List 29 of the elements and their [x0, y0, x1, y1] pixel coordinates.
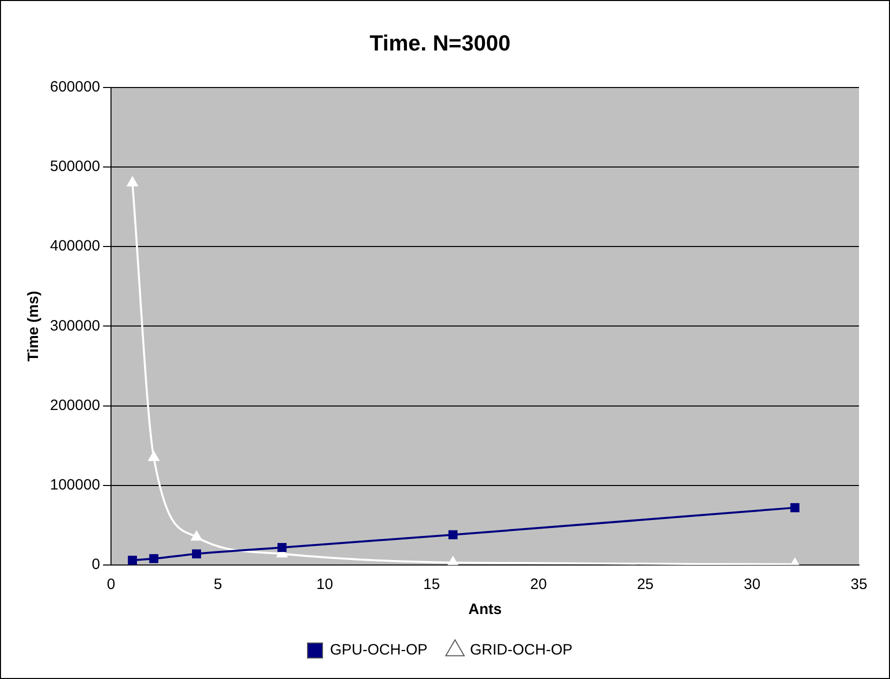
- legend-label: GPU-OCH-OP: [330, 642, 428, 659]
- point: [128, 556, 137, 565]
- y-tick-label: 100000: [50, 476, 100, 494]
- y-tick-label: 200000: [50, 396, 100, 414]
- x-tick-label: 25: [636, 576, 654, 594]
- point: [192, 549, 202, 558]
- y-axis-title: Time (ms): [25, 290, 42, 362]
- x-tick-label: 15: [423, 576, 440, 594]
- legend-label: GRID-OCH-OP: [470, 642, 572, 659]
- x-tick-label: 35: [850, 576, 868, 594]
- x-axis-title: Ants: [468, 601, 502, 618]
- x-tick-label: 0: [106, 576, 116, 594]
- point: [127, 176, 138, 186]
- point: [277, 542, 287, 552]
- point: [448, 530, 458, 540]
- x-tick-label: 10: [316, 576, 334, 594]
- x-tick-label: 20: [530, 576, 547, 594]
- point: [790, 503, 800, 512]
- x-tick-label: 30: [744, 576, 760, 594]
- point: [149, 554, 158, 564]
- y-tick-label: 400000: [50, 238, 100, 255]
- chart-title: Time. N=3000: [370, 30, 510, 56]
- y-tick-label: 600000: [50, 78, 100, 96]
- y-tick-label: 0: [92, 556, 100, 574]
- x-tick-label: 5: [214, 576, 222, 594]
- point: [148, 452, 160, 462]
- y-tick-label: 500000: [50, 158, 100, 176]
- y-tick-label: 300000: [50, 317, 100, 334]
- point: [191, 531, 202, 541]
